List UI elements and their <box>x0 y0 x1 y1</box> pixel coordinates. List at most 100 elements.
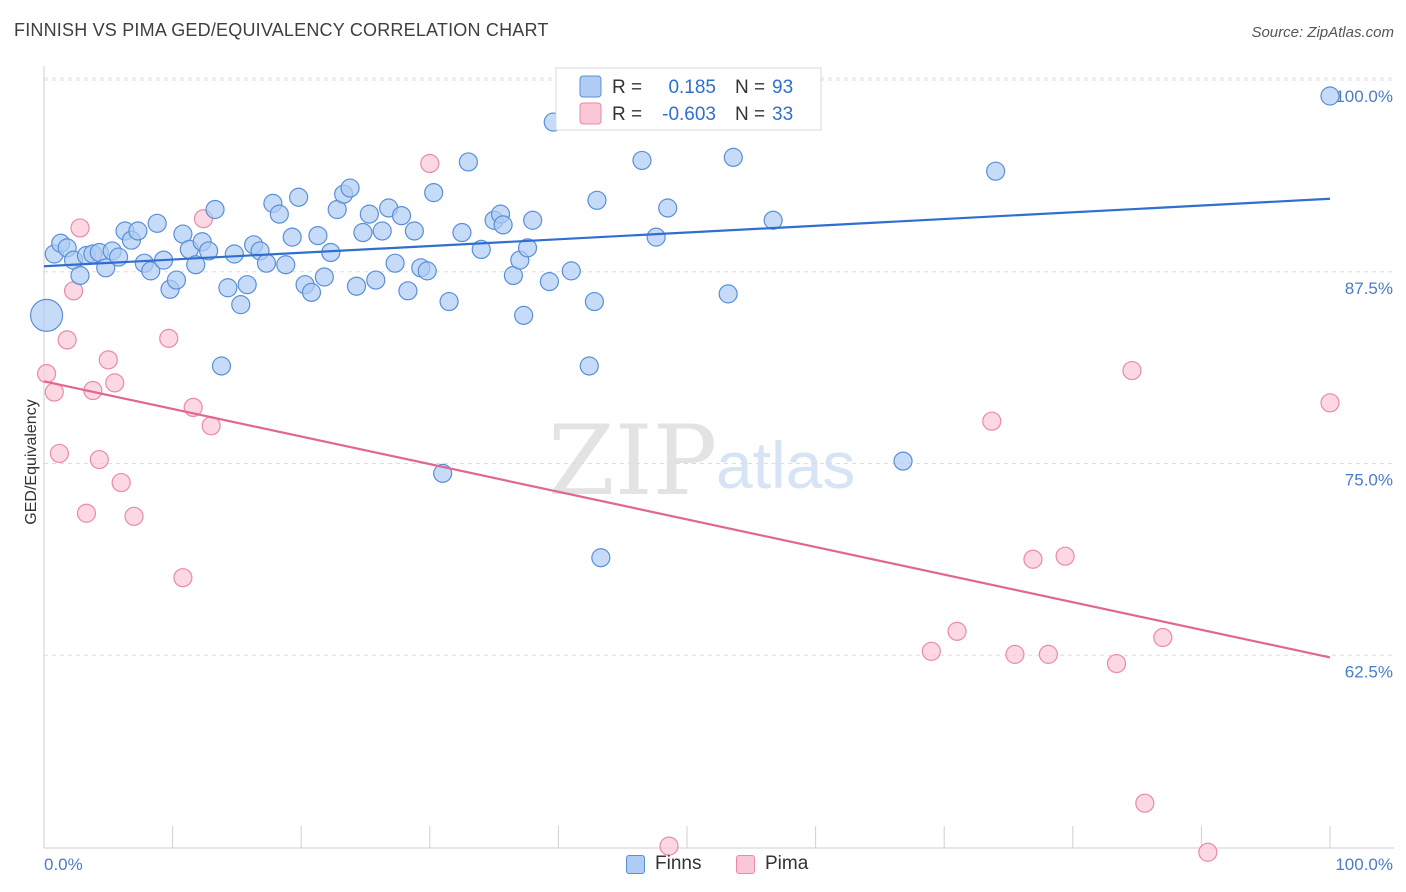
finns-point[interactable] <box>366 270 386 290</box>
gridlines <box>44 77 1394 656</box>
finns-point[interactable] <box>584 291 605 312</box>
finns-point[interactable] <box>301 282 322 302</box>
finns-point[interactable] <box>1320 86 1340 106</box>
finns-swatch <box>626 854 645 874</box>
finns-point[interactable] <box>211 356 232 376</box>
pima-point[interactable] <box>921 641 941 661</box>
pima-point[interactable] <box>1023 549 1043 569</box>
finns-point[interactable] <box>353 222 373 243</box>
pima-point[interactable] <box>111 472 131 493</box>
finns-point[interactable] <box>147 213 167 233</box>
finns-series <box>29 86 1340 568</box>
pima-point[interactable] <box>173 568 193 588</box>
legend-n-value-finns: 93 <box>772 77 793 98</box>
pima-point[interactable] <box>57 330 77 350</box>
pima-point[interactable] <box>49 443 70 464</box>
finns-point[interactable] <box>231 295 251 315</box>
finns-point[interactable] <box>458 152 478 172</box>
pima-point[interactable] <box>1038 644 1058 664</box>
pima-point[interactable] <box>1198 842 1218 862</box>
y-tick-label: 75.0% <box>1345 471 1393 490</box>
chart-title: FINNISH VS PIMA GED/EQUIVALENCY CORRELAT… <box>14 20 549 40</box>
pima-point[interactable] <box>124 506 144 526</box>
pima-point[interactable] <box>1106 653 1127 674</box>
finns-point[interactable] <box>561 261 581 281</box>
finns-point[interactable] <box>514 305 534 325</box>
pima-series <box>36 153 1340 862</box>
finns-point[interactable] <box>893 451 913 471</box>
finns-point[interactable] <box>763 210 783 230</box>
finns-point[interactable] <box>346 276 367 296</box>
finns-point[interactable] <box>587 190 607 210</box>
finns-point[interactable] <box>218 278 238 298</box>
pima-point[interactable] <box>105 373 125 393</box>
legend-item-finns[interactable]: Finns <box>626 853 701 875</box>
finns-point[interactable] <box>391 206 412 226</box>
pima-point[interactable] <box>89 449 109 470</box>
legend-n-label-pima: N = <box>735 104 765 125</box>
watermark-zip: ZIP <box>548 405 717 517</box>
finns-point[interactable] <box>141 261 161 281</box>
finns-point[interactable] <box>276 255 296 275</box>
pima-point[interactable] <box>76 503 97 523</box>
finns-point[interactable] <box>205 199 225 220</box>
pima-point[interactable] <box>1320 393 1340 413</box>
finns-point[interactable] <box>186 255 206 275</box>
finns-point[interactable] <box>646 227 666 247</box>
finns-point[interactable] <box>452 222 472 243</box>
pima-point[interactable] <box>1135 793 1155 813</box>
x-tick-labels: 0.0% 100.0% <box>44 855 1393 874</box>
finns-point[interactable] <box>658 198 678 218</box>
finns-point[interactable] <box>29 298 64 332</box>
finns-point[interactable] <box>224 244 244 264</box>
pima-point[interactable] <box>36 364 57 384</box>
finns-point[interactable] <box>372 221 392 241</box>
finns-point[interactable] <box>632 150 652 171</box>
finns-point[interactable] <box>579 356 599 376</box>
finns-point[interactable] <box>404 221 424 241</box>
finns-point[interactable] <box>591 548 611 568</box>
finns-point[interactable] <box>385 253 405 273</box>
pima-point[interactable] <box>659 836 679 856</box>
pima-point[interactable] <box>159 328 179 348</box>
finns-point[interactable] <box>417 261 437 281</box>
finns-point[interactable] <box>986 161 1006 181</box>
pima-point[interactable] <box>947 621 967 641</box>
pima-point[interactable] <box>982 411 1002 431</box>
finns-point[interactable] <box>70 265 90 286</box>
finns-point[interactable] <box>493 215 513 235</box>
finns-point[interactable] <box>723 147 743 167</box>
finns-point[interactable] <box>314 267 334 287</box>
finns-point[interactable] <box>424 183 444 203</box>
finns-point[interactable] <box>398 281 418 301</box>
finns-point[interactable] <box>471 239 491 259</box>
pima-point[interactable] <box>1153 627 1173 648</box>
finns-point[interactable] <box>282 227 302 247</box>
finns-point[interactable] <box>269 204 289 224</box>
pima-point[interactable] <box>1055 546 1075 566</box>
finns-point[interactable] <box>439 291 459 312</box>
finns-point[interactable] <box>128 221 148 241</box>
finns-point[interactable] <box>523 210 543 230</box>
finns-point[interactable] <box>359 204 379 224</box>
finns-point[interactable] <box>308 225 328 246</box>
finns-point[interactable] <box>718 284 738 304</box>
y-axis-label: GED/Equivalency <box>23 399 40 524</box>
finns-point[interactable] <box>517 238 538 258</box>
finns-point[interactable] <box>289 187 309 207</box>
pima-point[interactable] <box>1122 360 1142 381</box>
watermark: ZIP atlas <box>548 405 855 517</box>
pima-point[interactable] <box>420 153 440 174</box>
pima-point[interactable] <box>98 350 118 370</box>
finns-point[interactable] <box>199 241 219 261</box>
finns-point[interactable] <box>166 270 187 290</box>
finns-point[interactable] <box>237 275 257 295</box>
finns-point[interactable] <box>340 178 360 198</box>
legend-r-value-pima: -0.603 <box>662 104 716 125</box>
pima-point[interactable] <box>70 218 90 238</box>
pima-point[interactable] <box>1005 644 1025 664</box>
finns-point[interactable] <box>256 253 277 273</box>
finns-point[interactable] <box>539 272 559 292</box>
legend-item-pima[interactable]: Pima <box>736 853 808 875</box>
